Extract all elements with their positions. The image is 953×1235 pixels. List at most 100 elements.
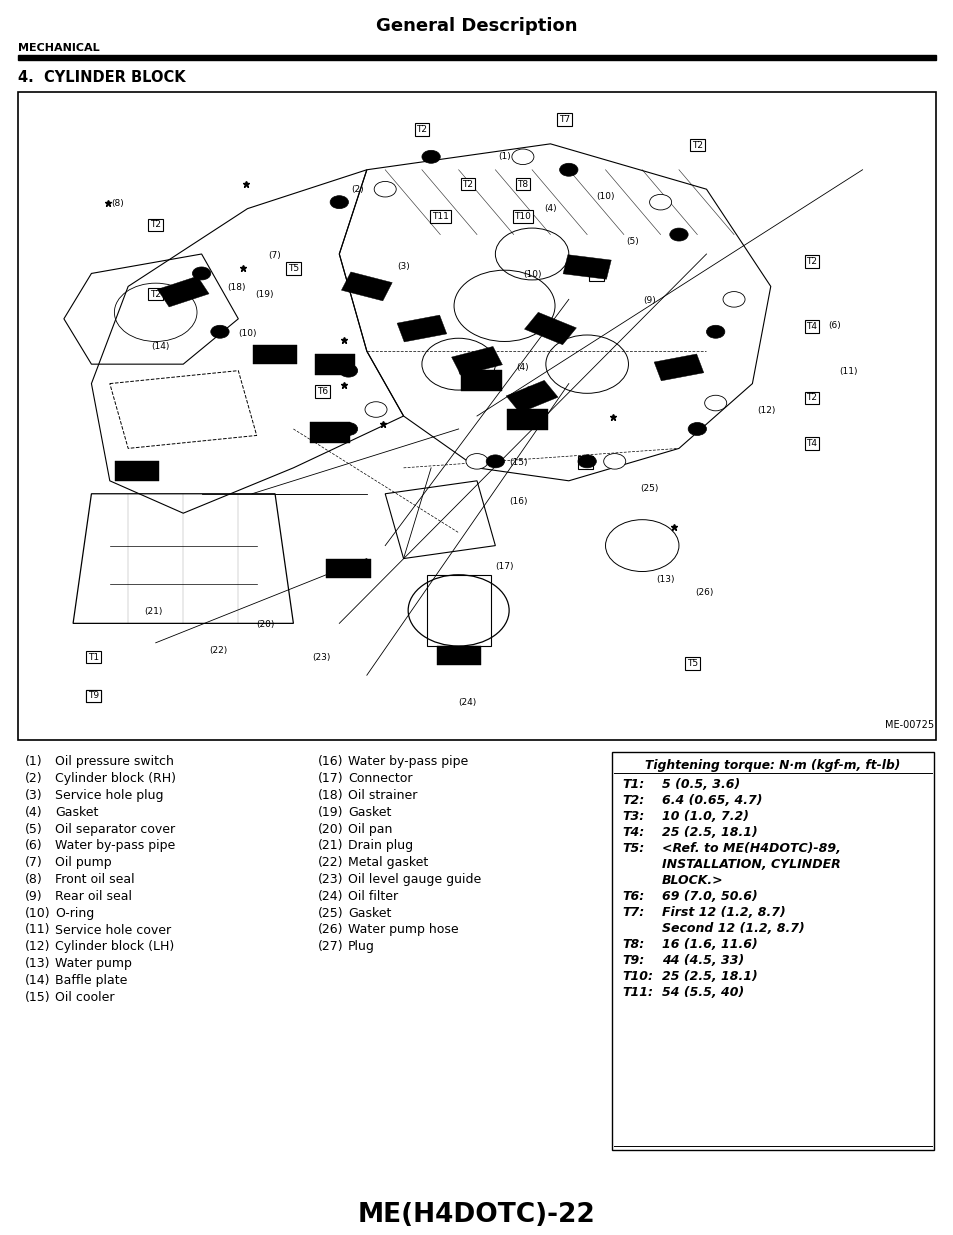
Text: Service hole cover: Service hole cover	[55, 924, 171, 936]
Text: (10): (10)	[522, 270, 540, 279]
Text: T3:: T3:	[621, 810, 643, 824]
Text: (24): (24)	[458, 698, 476, 706]
Text: T8: T8	[517, 179, 528, 189]
Text: Rear oil seal: Rear oil seal	[55, 890, 132, 903]
Text: T4: T4	[805, 322, 817, 331]
Text: (14): (14)	[25, 974, 51, 987]
Text: T11: T11	[432, 212, 448, 221]
Text: (4): (4)	[543, 204, 557, 214]
Text: T4:: T4:	[621, 826, 643, 840]
Text: (12): (12)	[756, 406, 775, 415]
Text: (19): (19)	[254, 290, 273, 299]
Text: 5 (0.5, 3.6): 5 (0.5, 3.6)	[661, 778, 740, 792]
Text: Oil cooler: Oil cooler	[55, 990, 114, 1004]
Text: Plug: Plug	[348, 940, 375, 953]
Polygon shape	[253, 345, 296, 364]
Text: Gasket: Gasket	[55, 806, 98, 819]
Text: INSTALLATION, CYLINDER: INSTALLATION, CYLINDER	[661, 858, 840, 872]
Text: (19): (19)	[317, 806, 343, 819]
Text: (2): (2)	[25, 772, 43, 785]
Text: Baffle plate: Baffle plate	[55, 974, 128, 987]
Text: T2: T2	[805, 257, 817, 267]
Text: 54 (5.5, 40): 54 (5.5, 40)	[661, 987, 743, 999]
Text: (8): (8)	[111, 199, 123, 207]
Circle shape	[603, 453, 625, 469]
Text: T7: T7	[558, 115, 569, 124]
Text: (8): (8)	[25, 873, 43, 885]
Text: T4: T4	[805, 438, 817, 448]
Text: (20): (20)	[317, 823, 343, 836]
Text: MECHANICAL: MECHANICAL	[18, 43, 99, 53]
Text: (22): (22)	[209, 646, 227, 655]
Polygon shape	[654, 354, 703, 380]
Text: Oil separator cover: Oil separator cover	[55, 823, 175, 836]
Text: Water pump hose: Water pump hose	[348, 924, 458, 936]
Circle shape	[421, 151, 440, 163]
Bar	[461, 370, 501, 390]
Text: 44 (4.5, 33): 44 (4.5, 33)	[661, 955, 743, 967]
Circle shape	[374, 182, 395, 196]
Circle shape	[578, 454, 596, 468]
Text: 25 (2.5, 18.1): 25 (2.5, 18.1)	[661, 826, 757, 840]
Text: (3): (3)	[25, 789, 43, 802]
Text: (5): (5)	[626, 237, 639, 246]
Text: (26): (26)	[317, 924, 343, 936]
Circle shape	[687, 422, 706, 436]
Text: T2: T2	[462, 179, 473, 189]
Text: Oil pressure switch: Oil pressure switch	[55, 756, 173, 768]
Text: (10): (10)	[596, 193, 614, 201]
Text: (7): (7)	[25, 856, 43, 869]
Text: T9: T9	[88, 692, 99, 700]
Text: (25): (25)	[317, 906, 343, 920]
Text: T2: T2	[805, 394, 817, 403]
Text: Water by-pass pipe: Water by-pass pipe	[348, 756, 468, 768]
Text: T10: T10	[514, 212, 531, 221]
Text: Cylinder block (LH): Cylinder block (LH)	[55, 940, 174, 953]
Text: Water pump: Water pump	[55, 957, 132, 971]
Text: (11): (11)	[839, 368, 857, 377]
Text: T7:: T7:	[621, 906, 643, 920]
Circle shape	[339, 422, 357, 436]
Text: T6: T6	[590, 270, 601, 279]
Text: (25): (25)	[639, 484, 659, 493]
Text: BLOCK.>: BLOCK.>	[661, 874, 723, 888]
Polygon shape	[396, 315, 446, 342]
Text: (24): (24)	[317, 890, 343, 903]
Text: (9): (9)	[25, 890, 43, 903]
Text: (9): (9)	[642, 296, 656, 305]
Text: (22): (22)	[317, 856, 343, 869]
Text: Connector: Connector	[348, 772, 412, 785]
Bar	[612, 752, 933, 1150]
Text: (21): (21)	[317, 840, 343, 852]
Text: T2: T2	[150, 290, 161, 299]
Text: 69 (7.0, 50.6): 69 (7.0, 50.6)	[661, 890, 757, 904]
Text: (27): (27)	[317, 940, 343, 953]
Circle shape	[330, 195, 348, 209]
Text: T5: T5	[288, 264, 298, 273]
Circle shape	[649, 194, 671, 210]
Text: T5: T5	[686, 659, 698, 668]
Polygon shape	[506, 380, 558, 412]
Text: Water by-pass pipe: Water by-pass pipe	[55, 840, 175, 852]
Circle shape	[211, 325, 229, 338]
Text: Cylinder block (RH): Cylinder block (RH)	[55, 772, 175, 785]
Polygon shape	[157, 277, 209, 308]
Bar	[310, 422, 350, 442]
Text: <Ref. to ME(H4DOTC)-89,: <Ref. to ME(H4DOTC)-89,	[661, 842, 840, 856]
Text: (10): (10)	[238, 329, 256, 337]
Bar	[314, 353, 355, 374]
Bar	[18, 91, 935, 740]
Text: T2: T2	[150, 220, 161, 230]
Text: 4.  CYLINDER BLOCK: 4. CYLINDER BLOCK	[18, 70, 186, 85]
Polygon shape	[436, 646, 480, 666]
Text: T2:: T2:	[621, 794, 643, 808]
Text: T6:: T6:	[621, 890, 643, 904]
Text: (5): (5)	[25, 823, 43, 836]
Text: (15): (15)	[25, 990, 51, 1004]
Circle shape	[722, 291, 744, 308]
Text: (4): (4)	[516, 363, 529, 372]
Text: (16): (16)	[509, 496, 527, 506]
Text: T6: T6	[579, 458, 590, 467]
Text: T3: T3	[88, 692, 99, 700]
Text: Metal gasket: Metal gasket	[348, 856, 428, 869]
